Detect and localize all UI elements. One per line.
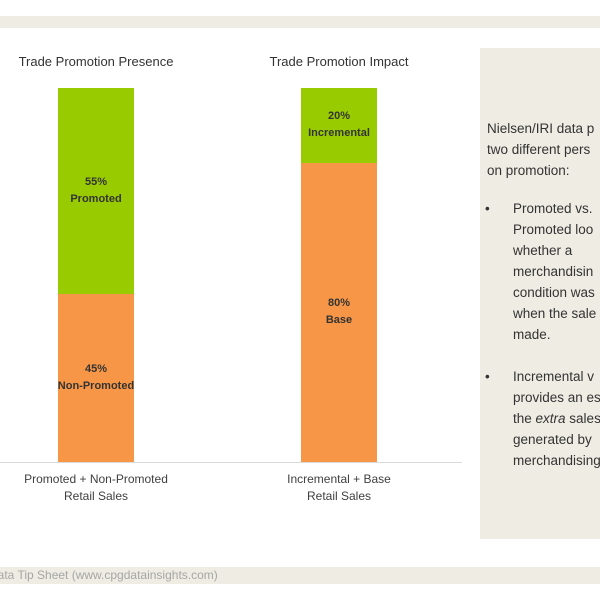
side-panel-intro-line: two different pers <box>487 142 591 157</box>
bullet-text-line: Promoted vs. <box>513 201 593 216</box>
bar-segment-base <box>301 162 377 462</box>
bullet-text-line: made. <box>513 327 551 342</box>
bullet-text-line: merchandising <box>513 453 600 468</box>
bullet-text-line: Incremental v <box>513 369 595 384</box>
category-label-line: Retail Sales <box>306 489 372 503</box>
data-label-value: 20% <box>327 110 351 123</box>
bullet-text-line: when the sale <box>513 306 597 321</box>
data-label: 20% Incremental <box>308 108 370 142</box>
bullet-text-line: provides an es <box>513 390 600 405</box>
side-panel: Nielsen/IRI data p two different pers on… <box>480 48 600 539</box>
bullet-text-line: the extra sales <box>513 411 600 426</box>
side-panel-intro-line: on promotion: <box>487 163 570 178</box>
top-band <box>0 16 600 28</box>
bullet-text: Incremental v provides an es the extra sal… <box>513 366 600 471</box>
data-label: 80% Base <box>326 295 352 329</box>
data-label-value: 45% <box>84 362 108 375</box>
chart-baseline <box>0 462 462 463</box>
footer-text: Data Tip Sheet (www.cpgdatainsights.com) <box>0 568 218 582</box>
footer-band <box>0 567 600 584</box>
data-label-value: 80% <box>327 297 351 310</box>
data-label-series: Base <box>325 314 353 327</box>
side-panel-intro: Nielsen/IRI data p two different pers on… <box>487 118 600 181</box>
bar-segment-promoted <box>58 88 134 294</box>
data-label: 45% Non-Promoted <box>58 361 134 395</box>
bullet-text-line: Promoted loo <box>513 222 594 237</box>
category-label-line: Promoted + Non-Promoted <box>24 472 168 486</box>
category-label-line: Retail Sales <box>63 489 129 503</box>
category-label: Incremental + Base Retail Sales <box>287 471 391 505</box>
data-label-series: Promoted <box>70 192 122 205</box>
category-label-line: Incremental + Base <box>287 472 391 486</box>
chart-title: Trade Promotion Impact <box>269 54 409 69</box>
bullet-text-line: generated by <box>513 432 592 447</box>
bullet-text: Promoted vs. Promoted loo whether a merchan… <box>513 198 600 345</box>
bullet-icon: • <box>485 369 490 384</box>
side-panel-intro-line: Nielsen/IRI data p <box>487 121 595 136</box>
bullet-text-line: merchandisin <box>513 264 594 279</box>
category-label: Promoted + Non-Promoted Retail Sales <box>24 471 168 505</box>
data-label-series: Incremental <box>308 127 370 140</box>
bullet-text-line: condition was <box>513 285 595 300</box>
bullet-icon: • <box>485 201 490 216</box>
chart-title: Trade Promotion Presence <box>18 54 174 69</box>
bar-segment-non-promoted <box>58 293 134 462</box>
data-label: 55% Promoted <box>70 174 121 208</box>
data-label-value: 55% <box>84 175 108 188</box>
bullet-text-line: whether a <box>513 243 573 258</box>
data-label-series: Non-Promoted <box>57 379 135 392</box>
bar-segment-incremental <box>301 88 377 163</box>
